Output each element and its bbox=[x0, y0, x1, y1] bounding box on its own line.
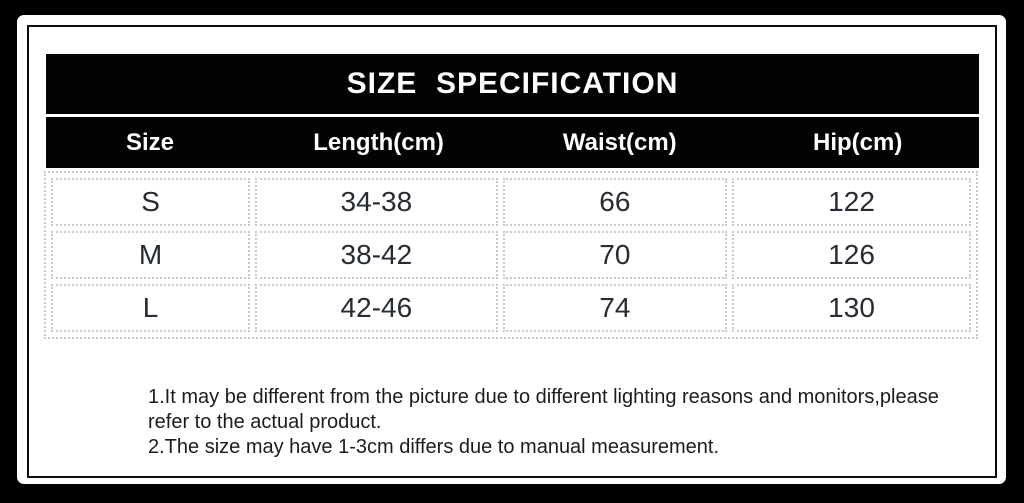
cell-hip-m: 126 bbox=[732, 231, 971, 279]
cell-size-l: L bbox=[51, 284, 251, 332]
size-table: S 34-38 66 122 M 38-42 70 126 L 42-46 74… bbox=[44, 171, 978, 339]
cell-size-s: S bbox=[51, 178, 251, 226]
table-row: M 38-42 70 126 bbox=[51, 231, 971, 279]
column-header-hip: Hip(cm) bbox=[813, 128, 903, 156]
note-line-2: refer to the actual product. bbox=[148, 411, 382, 433]
note-line-3: 2.The size may have 1-3cm differs due to… bbox=[148, 436, 720, 458]
cell-waist-l: 74 bbox=[502, 284, 728, 332]
table-row: S 34-38 66 122 bbox=[51, 178, 971, 226]
cell-hip-l: 130 bbox=[732, 284, 971, 332]
cell-length-l: 42-46 bbox=[255, 284, 498, 332]
column-header-length: Length(cm) bbox=[313, 128, 444, 156]
cell-waist-m: 70 bbox=[502, 231, 728, 279]
size-spec-title-bar: SIZE SPECIFICATION bbox=[46, 54, 979, 114]
note-line-1: 1.It may be different from the picture d… bbox=[148, 386, 939, 408]
table-header-row: Size Length(cm) Waist(cm) Hip(cm) bbox=[46, 117, 979, 168]
cell-length-m: 38-42 bbox=[255, 231, 498, 279]
cell-size-m: M bbox=[51, 231, 251, 279]
inner-border-frame: SIZE SPECIFICATION Size Length(cm) Waist… bbox=[27, 25, 997, 478]
column-header-size: Size bbox=[126, 128, 175, 156]
cell-waist-s: 66 bbox=[502, 178, 728, 226]
size-spec-title: SIZE SPECIFICATION bbox=[346, 67, 679, 100]
cell-hip-s: 122 bbox=[732, 178, 971, 226]
disclaimer-notes: 1.It may be different from the picture d… bbox=[148, 385, 955, 460]
column-header-waist: Waist(cm) bbox=[562, 128, 677, 156]
photo-card: SIZE SPECIFICATION Size Length(cm) Waist… bbox=[17, 15, 1006, 484]
cell-length-s: 34-38 bbox=[255, 178, 498, 226]
table-row: L 42-46 74 130 bbox=[51, 284, 971, 332]
